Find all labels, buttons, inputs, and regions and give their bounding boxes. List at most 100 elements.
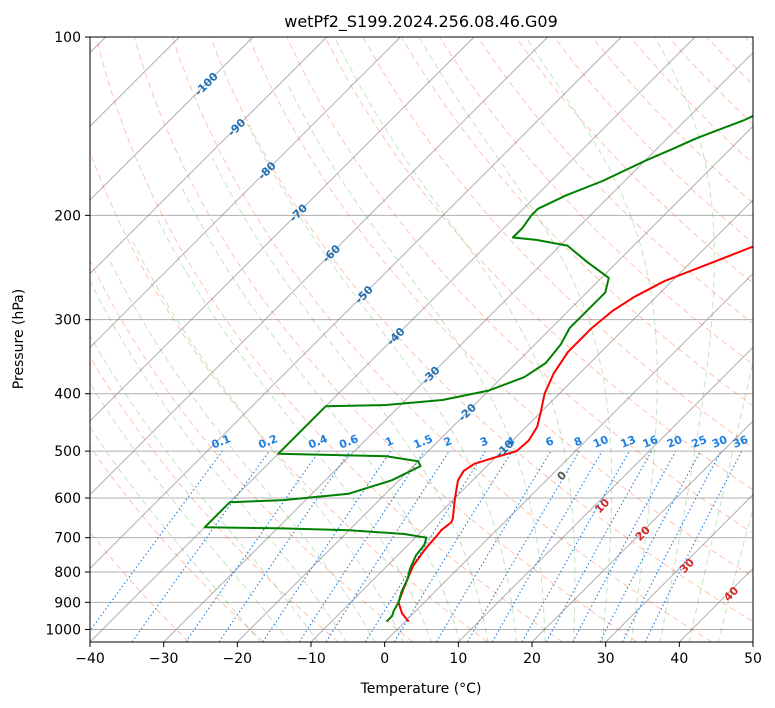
dewpoint-profile-line (203, 114, 753, 623)
isotherm-line (384, 273, 753, 642)
x-tick-label: 30 (597, 651, 615, 667)
dry-adiabat-line (248, 37, 753, 578)
chart-title: wetPf2_S199.2024.256.08.46.G09 (284, 12, 558, 32)
y-axis-label: Pressure (hPa) (11, 289, 27, 389)
isotherm-line (310, 199, 753, 642)
y-tick-label: 100 (54, 30, 81, 46)
mixing-ratio-label: 10 (591, 433, 610, 451)
isotherm-label: -100 (192, 70, 221, 99)
mixing-ratio-line (325, 450, 450, 642)
x-tick-label: −30 (149, 651, 179, 667)
isotherm-label: -50 (353, 283, 376, 306)
dry-adiabat-line (324, 37, 753, 491)
mixing-ratio-line (131, 450, 270, 642)
isotherm-label: -80 (256, 159, 279, 182)
isotherm-line (90, 37, 327, 275)
y-tick-label: 200 (54, 208, 81, 224)
isotherm-line (90, 37, 475, 422)
moist-adiabat-line (654, 37, 715, 642)
dry-adiabat-line (171, 37, 712, 642)
plot-series (203, 114, 753, 623)
mixing-ratio-label: 8 (572, 434, 584, 449)
x-tick-label: −20 (223, 651, 253, 667)
moist-adiabat-line (90, 334, 319, 642)
y-tick-label: 500 (54, 444, 81, 460)
plot-frame (89, 36, 754, 643)
isotherm-line (752, 641, 753, 642)
mixing-ratio-line (185, 450, 320, 642)
y-axis-ticks: 100 200 300 400 500 600 700 800 900 1000 (45, 30, 90, 638)
dry-adiabat-line (133, 37, 638, 642)
x-tick-label: 0 (380, 651, 389, 667)
moist-adiabat-line (107, 256, 376, 642)
dry-adiabat-line (591, 37, 753, 204)
dry-adiabat-line (477, 37, 753, 325)
moist-adiabat-line (246, 123, 517, 642)
dry-adiabat-line (90, 445, 264, 642)
moist-adiabat-label: 0 (555, 468, 570, 483)
isotherm-line (531, 420, 753, 642)
x-axis-ticks: −40 −30 −20 −10 0 10 20 30 40 50 (75, 642, 762, 667)
y-tick-label: 700 (54, 531, 81, 547)
mixing-ratio-label: 13 (619, 433, 638, 451)
moist-adiabat-line (334, 37, 576, 642)
isotherm-line (90, 37, 696, 642)
mixing-ratio-label: 25 (690, 433, 709, 451)
dry-adiabat-line (90, 259, 414, 642)
moist-adiabat-label: 30 (677, 556, 697, 576)
isotherm-line (163, 52, 753, 642)
mixing-ratio-line (521, 450, 630, 642)
mixing-ratio-line (545, 450, 653, 642)
dry-adiabat-line (515, 37, 753, 284)
isotherm-line (90, 37, 254, 201)
mixing-ratio-label: 6 (544, 434, 556, 449)
moist-adiabat-line (181, 188, 461, 642)
moist-adiabat-line (155, 215, 432, 642)
mixing-ratio-line (435, 450, 552, 642)
mixing-ratio-line (393, 450, 513, 642)
mixing-ratio-label: 30 (710, 433, 729, 451)
mixing-ratio-label: 16 (641, 433, 660, 451)
isotherm-line (679, 567, 753, 642)
dry-adiabat-line (210, 37, 753, 623)
mixing-ratio-label: 1 (383, 434, 395, 449)
dry-adiabat-line (90, 356, 339, 642)
x-tick-label: 20 (523, 651, 541, 667)
isotherm-label: -70 (287, 201, 310, 224)
mixing-ratio-label: 36 (731, 433, 750, 451)
mixing-ratio-line (218, 450, 351, 642)
dry-adiabat-line (744, 37, 753, 47)
isotherm-line (90, 37, 401, 348)
x-tick-label: 40 (670, 651, 688, 667)
mixing-ratio-line (90, 450, 223, 632)
mixing-ratio-line (298, 450, 425, 642)
y-tick-label: 900 (54, 595, 81, 611)
isotherm-line (605, 494, 753, 642)
dry-adiabat-line (95, 37, 563, 642)
isotherm-line (90, 37, 548, 496)
mixing-ratio-label: 0.1 (210, 432, 233, 451)
moist-adiabat-line (688, 359, 753, 642)
isotherm-line (90, 37, 622, 569)
mixing-ratio-line (644, 450, 743, 642)
mixing-ratio-line (262, 450, 392, 642)
moist-adiabat-label: 20 (633, 523, 653, 543)
y-tick-label: 300 (54, 313, 81, 329)
temperature-profile-line (397, 245, 753, 623)
mixing-ratio-label: 0.4 (306, 432, 329, 451)
moist-adiabat-line (525, 37, 658, 642)
mixing-ratio-label: 20 (665, 433, 684, 451)
y-tick-label: 800 (54, 565, 81, 581)
dry-adiabat-line (706, 37, 753, 86)
moist-adiabat-line (90, 279, 347, 642)
x-axis-label: Temperature (°C) (360, 681, 482, 697)
x-tick-label: 50 (744, 651, 762, 667)
mixing-ratio-line (599, 450, 701, 642)
dry-adiabat-line (90, 531, 190, 642)
isotherm-label: -30 (419, 364, 442, 387)
moist-adiabat-line (90, 426, 261, 642)
moist-adiabat-line (90, 382, 290, 642)
plot-background-lines (90, 37, 753, 642)
x-tick-label: 10 (449, 651, 467, 667)
